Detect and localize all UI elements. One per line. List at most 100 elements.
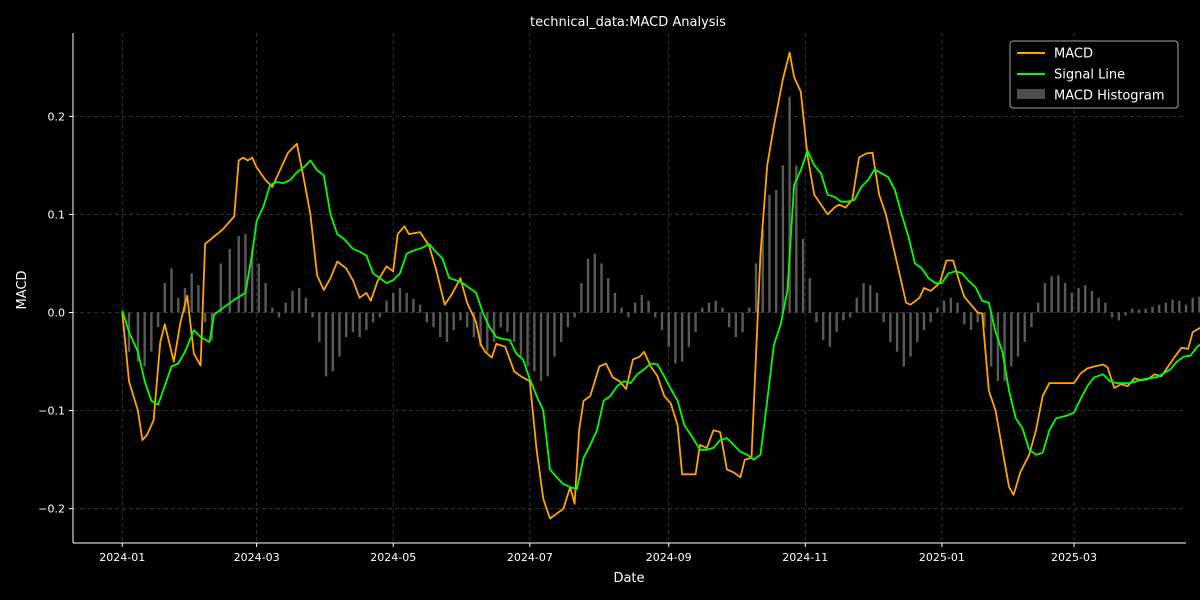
histogram-bar — [647, 300, 650, 313]
histogram-bar — [586, 258, 590, 313]
histogram-bar — [170, 268, 173, 313]
histogram-bar — [727, 312, 731, 328]
histogram-bar — [781, 165, 785, 313]
histogram-bar — [822, 312, 825, 340]
histogram-bar — [788, 96, 791, 313]
histogram-bar — [284, 302, 287, 313]
histogram-bar — [219, 263, 223, 313]
histogram-bar — [1131, 308, 1134, 313]
histogram-bar — [459, 312, 462, 321]
histogram-bar — [701, 307, 704, 313]
histogram-bar — [365, 312, 368, 331]
histogram-bar — [1063, 283, 1067, 313]
histogram-bar — [667, 312, 670, 347]
histogram-bar — [136, 312, 140, 362]
histogram-bar — [237, 236, 240, 313]
histogram-bar — [1077, 288, 1080, 313]
histogram-bar — [250, 248, 254, 313]
histogram-bar — [828, 312, 832, 347]
histogram-bar — [909, 312, 912, 357]
histogram-bar — [492, 312, 496, 342]
histogram-bar — [277, 312, 281, 318]
histogram-bar — [848, 312, 852, 318]
histogram-bar — [1003, 312, 1006, 382]
histogram-bar — [1016, 312, 1020, 357]
histogram-bar — [1043, 283, 1047, 313]
histogram-bar — [835, 312, 838, 333]
y-ticks: −0.2 −0.1 0.0 0.1 0.2 — [38, 110, 73, 516]
histogram-bar — [1110, 312, 1114, 318]
histogram-bar — [600, 263, 603, 313]
x-axis-title: Date — [613, 571, 644, 586]
histogram-bar — [553, 312, 556, 357]
histogram-bar — [573, 312, 576, 318]
histogram-bar — [264, 283, 267, 313]
histogram-bar — [1184, 304, 1188, 313]
histogram-bar — [1164, 302, 1168, 313]
histogram-bar — [499, 312, 502, 328]
histogram-bar — [163, 283, 167, 313]
histogram-layer — [121, 96, 1200, 382]
histogram-bar — [741, 312, 744, 333]
grid-layer — [73, 33, 1186, 543]
legend-swatch-histogram — [1017, 89, 1045, 99]
histogram-bar — [512, 312, 516, 342]
histogram-bar — [378, 312, 382, 318]
histogram-bar — [936, 307, 939, 313]
histogram-bar — [472, 312, 476, 338]
histogram-bar — [190, 273, 193, 313]
histogram-bar — [674, 312, 677, 364]
histogram-bar — [526, 312, 529, 367]
histogram-bar — [902, 312, 906, 367]
histogram-bar — [156, 312, 160, 328]
x-tick-label: 2024-07 — [507, 551, 553, 564]
histogram-bar — [1097, 297, 1100, 313]
histogram-bar — [177, 297, 180, 313]
histogram-bar — [815, 312, 818, 323]
histogram-bar — [465, 312, 469, 328]
histogram-bar — [1036, 302, 1040, 313]
histogram-bar — [1171, 299, 1174, 313]
histogram-bar — [929, 312, 932, 323]
histogram-bar — [721, 307, 724, 313]
histogram-bar — [607, 278, 610, 313]
histogram-bar — [271, 307, 274, 313]
x-tick-label: 2024-09 — [646, 551, 692, 564]
x-tick-label: 2025-03 — [1051, 551, 1097, 564]
histogram-bar — [533, 312, 536, 372]
histogram-bar — [479, 312, 482, 347]
axes-layer — [72, 33, 1186, 544]
histogram-bar — [1023, 312, 1026, 342]
histogram-bar — [862, 283, 865, 313]
legend-box — [1009, 40, 1179, 109]
legend-label-macd: MACD — [1054, 47, 1093, 62]
histogram-bar — [627, 312, 630, 318]
histogram-bar — [707, 302, 711, 313]
histogram-bar — [654, 312, 657, 318]
histogram-bar — [257, 263, 261, 313]
histogram-bar — [969, 312, 973, 331]
histogram-bar — [795, 165, 798, 313]
histogram-bar — [439, 312, 442, 338]
histogram-bar — [1191, 297, 1194, 313]
histogram-bar — [506, 312, 509, 333]
histogram-bar — [1198, 296, 1200, 313]
histogram-bar — [882, 312, 885, 323]
histogram-bar — [916, 312, 919, 342]
histogram-bar — [1124, 312, 1127, 316]
histogram-bar — [976, 312, 979, 323]
histogram-bar — [734, 312, 738, 338]
y-tick-label: −0.2 — [38, 503, 65, 516]
x-tick-label: 2024-03 — [234, 551, 280, 564]
histogram-bar — [566, 312, 570, 328]
histogram-bar — [143, 312, 146, 367]
histogram-bar — [559, 312, 563, 342]
x-tick-label: 2024-11 — [782, 551, 828, 564]
histogram-bar — [1117, 312, 1121, 321]
histogram-bar — [660, 312, 664, 331]
histogram-bar — [486, 312, 489, 352]
histogram-bar — [1104, 302, 1107, 313]
histogram-bar — [996, 312, 1000, 382]
legend-label-histogram: MACD Histogram — [1054, 89, 1165, 104]
